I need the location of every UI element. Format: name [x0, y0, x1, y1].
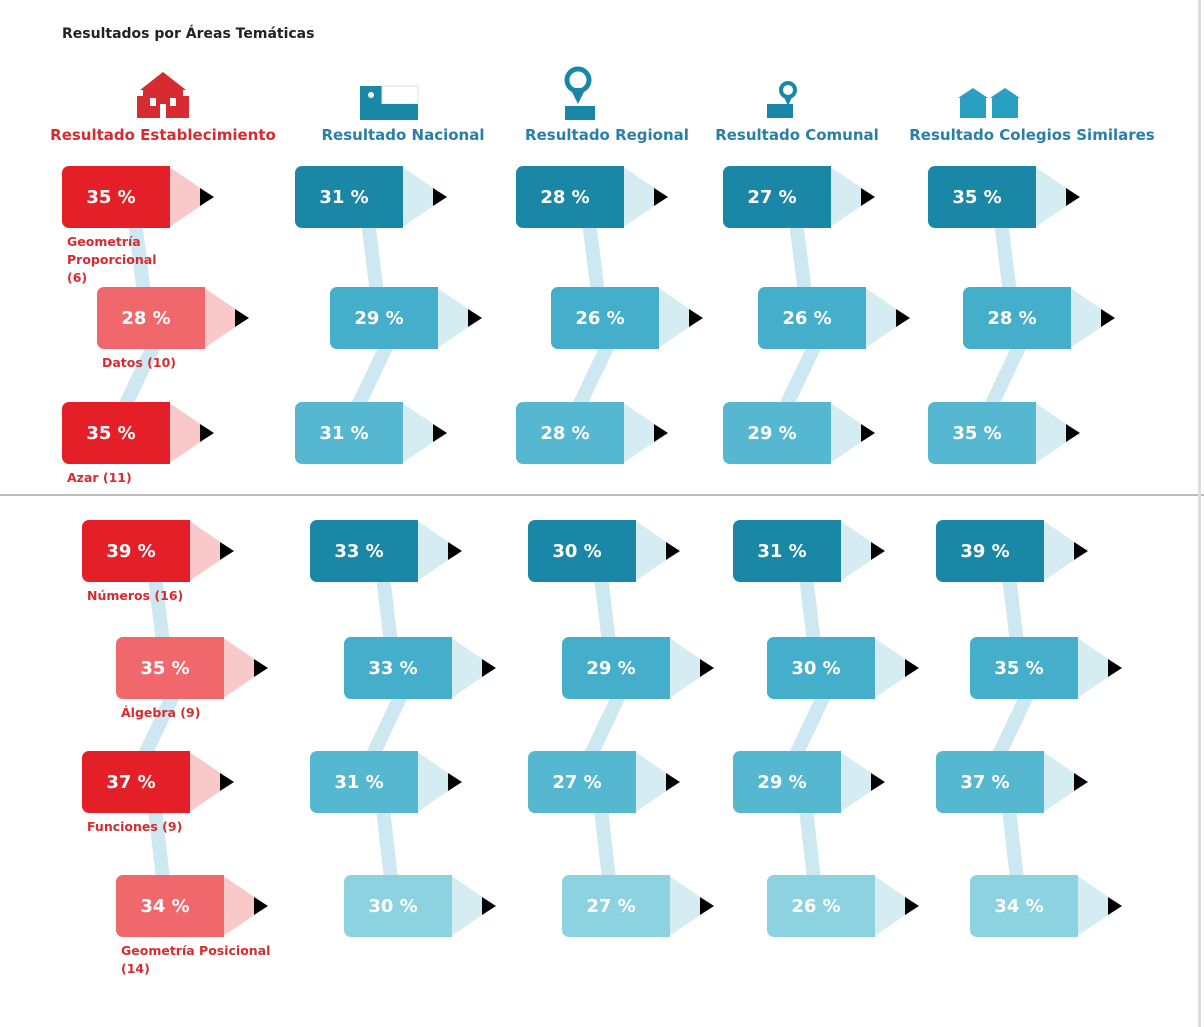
pencil-value: 30 %	[528, 520, 636, 582]
pencil-value: 26 %	[758, 287, 866, 349]
icon-flag	[360, 86, 418, 120]
pencil-value: 27 %	[562, 875, 670, 937]
pencil-lead	[700, 659, 714, 677]
pencil-lead	[448, 542, 462, 560]
pencil-value: 31 %	[295, 166, 403, 228]
infographic: Resultados por Áreas Temáticas Resultado…	[0, 0, 1204, 1027]
pencil-lead	[254, 659, 268, 677]
pencil-lead	[871, 773, 885, 791]
icon-pin-region	[565, 69, 595, 120]
pencil-lead	[433, 188, 447, 206]
pencil-value: 31 %	[310, 751, 418, 813]
pencil-value: 28 %	[516, 402, 624, 464]
icon-pin-commune	[767, 83, 795, 118]
pencil-lead	[871, 542, 885, 560]
pencil-value: 28 %	[97, 287, 205, 349]
pencil-value: 27 %	[528, 751, 636, 813]
column-header: Resultado Establecimiento	[50, 126, 276, 144]
pencil-value: 34 %	[116, 875, 224, 937]
pencil-value: 39 %	[936, 520, 1044, 582]
pencil-lead	[482, 659, 496, 677]
row-label: Geometría Proporcional (6)	[67, 233, 177, 287]
pencil-value: 28 %	[516, 166, 624, 228]
pencil-value: 30 %	[767, 637, 875, 699]
icon-schools	[958, 88, 1020, 118]
pencil-value: 29 %	[330, 287, 438, 349]
page-title: Resultados por Áreas Temáticas	[62, 26, 314, 42]
pencil-lead	[235, 309, 249, 327]
pencil-lead	[220, 542, 234, 560]
edge	[1198, 0, 1201, 1027]
row-label: Geometría Posicional (14)	[121, 942, 291, 978]
pencil-value: 31 %	[295, 402, 403, 464]
pencil-lead	[1101, 309, 1115, 327]
icon-school	[137, 72, 189, 118]
column-header: Resultado Colegios Similares	[909, 126, 1154, 144]
pencil-lead	[1108, 659, 1122, 677]
pencil-lead	[1074, 542, 1088, 560]
pencil-lead	[254, 897, 268, 915]
pencil-lead	[1066, 424, 1080, 442]
pencil-value: 33 %	[310, 520, 418, 582]
pencil-value: 26 %	[767, 875, 875, 937]
pencil-lead	[482, 897, 496, 915]
pencil-value: 34 %	[970, 875, 1078, 937]
pencil-lead	[200, 188, 214, 206]
pencil-value: 28 %	[963, 287, 1071, 349]
pencil-value: 39 %	[82, 520, 190, 582]
pencil-value: 35 %	[928, 166, 1036, 228]
pencil-value: 29 %	[723, 402, 831, 464]
column-header: Resultado Regional	[525, 126, 689, 144]
pencil-lead	[433, 424, 447, 442]
pencil-lead	[896, 309, 910, 327]
pencil-lead	[1108, 897, 1122, 915]
pencil-lead	[1074, 773, 1088, 791]
pencil-value: 37 %	[82, 751, 190, 813]
column-header: Resultado Nacional	[322, 126, 485, 144]
pencil-lead	[905, 897, 919, 915]
pencil-value: 37 %	[936, 751, 1044, 813]
pencil-value: 35 %	[116, 637, 224, 699]
pencil-lead	[905, 659, 919, 677]
pencil-value: 30 %	[344, 875, 452, 937]
pencil-lead	[200, 424, 214, 442]
row-label: Funciones (9)	[87, 818, 187, 836]
pencil-lead	[666, 773, 680, 791]
pencil-lead	[220, 773, 234, 791]
pencil-value: 35 %	[970, 637, 1078, 699]
pencil-lead	[700, 897, 714, 915]
pencil-lead	[689, 309, 703, 327]
row-label: Azar (11)	[67, 469, 157, 487]
pencil-value: 35 %	[62, 402, 170, 464]
pencil-value: 27 %	[723, 166, 831, 228]
pencil-value: 26 %	[551, 287, 659, 349]
pencil-lead	[654, 424, 668, 442]
pencil-lead	[654, 188, 668, 206]
row-label: Números (16)	[87, 587, 207, 605]
pencil-lead	[1066, 188, 1080, 206]
pencil-value: 35 %	[928, 402, 1036, 464]
pencil-lead	[468, 309, 482, 327]
column-header: Resultado Comunal	[715, 126, 879, 144]
pencil-value: 31 %	[733, 520, 841, 582]
row-label: Datos (10)	[102, 354, 192, 372]
pencil-value: 29 %	[562, 637, 670, 699]
pencil-value: 35 %	[62, 166, 170, 228]
pencil-value: 33 %	[344, 637, 452, 699]
pencil-lead	[861, 424, 875, 442]
pencil-lead	[448, 773, 462, 791]
pencil-lead	[666, 542, 680, 560]
pencil-lead	[861, 188, 875, 206]
pencil-value: 29 %	[733, 751, 841, 813]
decor	[0, 0, 1204, 1027]
row-label: Álgebra (9)	[121, 704, 221, 722]
